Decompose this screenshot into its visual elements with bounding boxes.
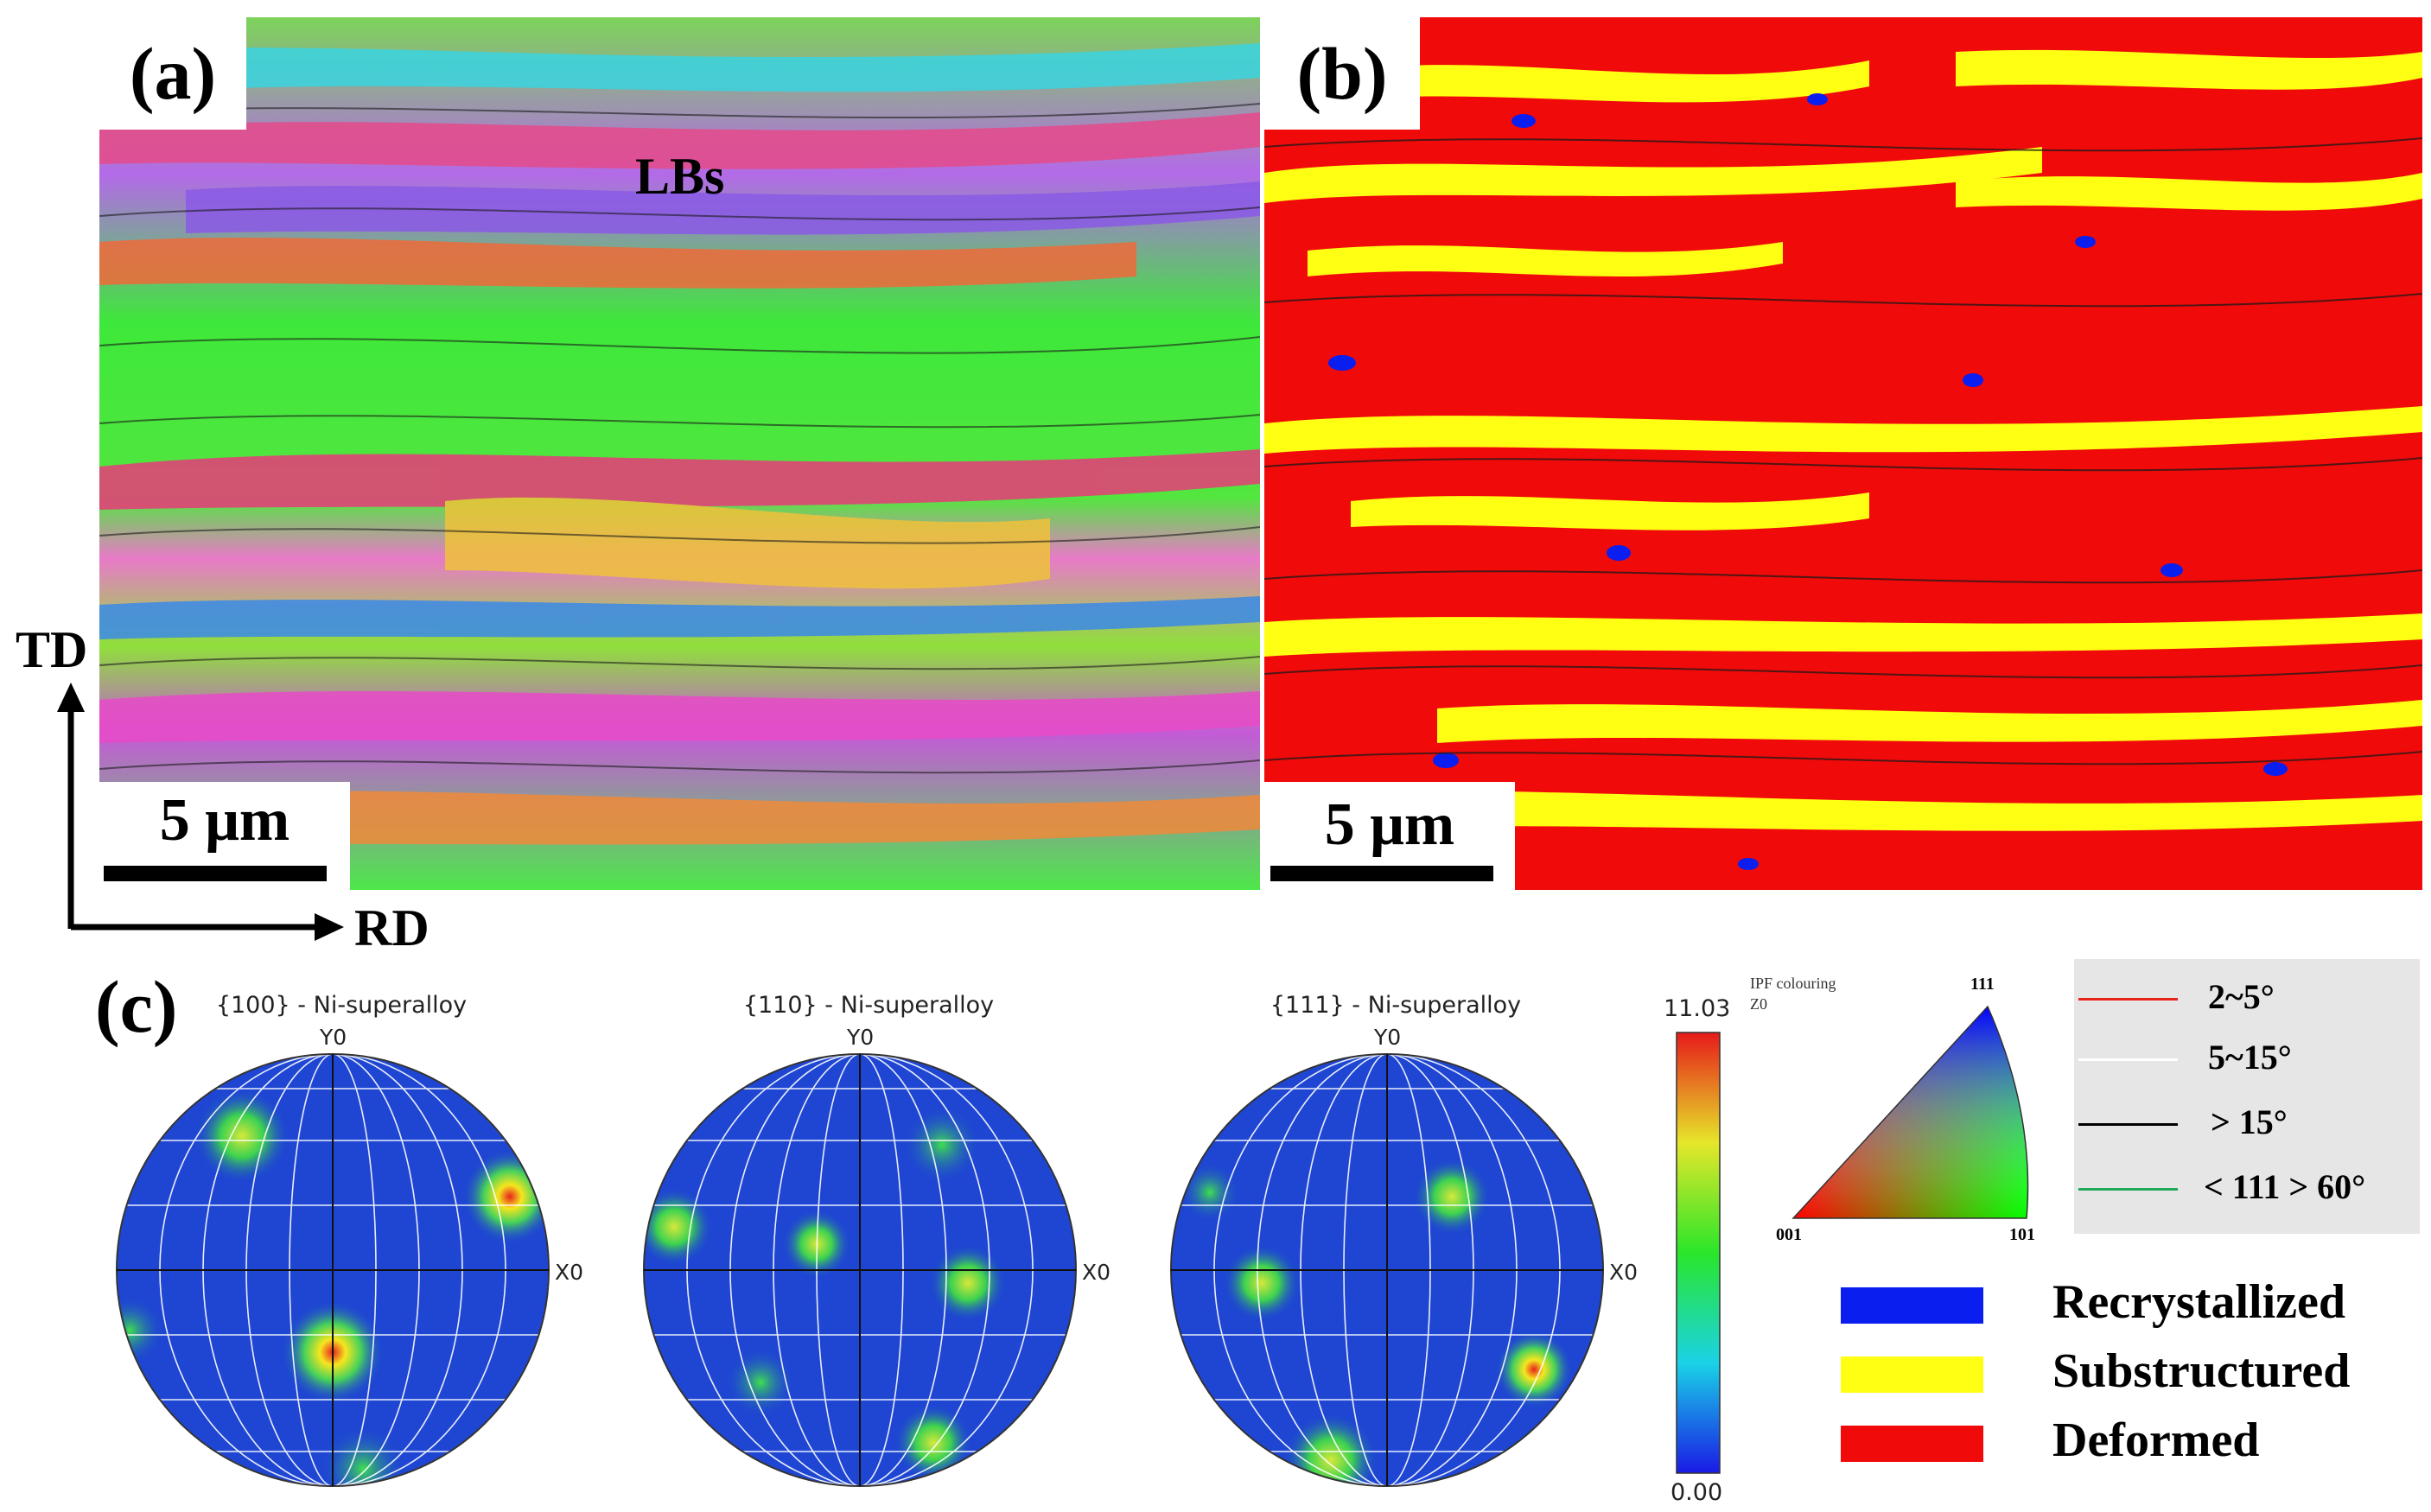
ipf-map-panel xyxy=(99,17,1261,890)
boundary-row: > 15° xyxy=(2074,1097,2420,1149)
ipf-key-top: 111 xyxy=(1970,975,1995,994)
grain-swatch xyxy=(1841,1287,1983,1324)
grain-map-panel xyxy=(1263,17,2423,890)
sample-axes-arrows xyxy=(57,683,344,941)
grain-label: Substructured xyxy=(2052,1344,2351,1398)
boundary-legend: 2~5° 5~15° > 15° < 111 > 60° xyxy=(2074,959,2420,1234)
scale-bar-b xyxy=(1270,866,1493,881)
grain-legend: Recrystallized Substructured Deformed xyxy=(1832,1270,2420,1486)
boundary-row: < 111 > 60° xyxy=(2074,1162,2420,1214)
grain-legend-row: Recrystallized xyxy=(1832,1270,2420,1335)
pf1-x-label: X0 xyxy=(555,1260,584,1285)
grain-label: Deformed xyxy=(2052,1414,2260,1467)
boundary-label: < 111 > 60° xyxy=(2204,1167,2366,1206)
pf2-title: {110} - Ni-superalloy xyxy=(742,992,995,1019)
pole-figure-100 xyxy=(116,1053,550,1487)
td-label: TD xyxy=(16,621,88,678)
ipf-key-subtitle: Z0 xyxy=(1750,995,1767,1013)
boundary-label: > 15° xyxy=(2211,1102,2288,1141)
panel-label-b: (b) xyxy=(1264,17,1420,130)
pf1-y-label: Y0 xyxy=(320,1025,347,1050)
ipf-key-title: IPF colouring xyxy=(1750,975,1836,992)
boundary-line xyxy=(2078,998,2178,1001)
pole-figure-111 xyxy=(1170,1053,1604,1487)
colorbar-max: 11.03 xyxy=(1664,995,1731,1022)
colorbar xyxy=(1676,1032,1721,1474)
pole-figure-110 xyxy=(643,1053,1077,1487)
ipf-triangle-key xyxy=(1791,1005,2029,1219)
grain-label: Recrystallized xyxy=(2052,1275,2345,1329)
pf3-x-label: X0 xyxy=(1609,1260,1639,1285)
colorbar-min: 0.00 xyxy=(1671,1479,1723,1506)
pf3-y-label: Y0 xyxy=(1374,1025,1402,1050)
grain-legend-row: Substructured xyxy=(1832,1339,2420,1404)
ipf-map-image xyxy=(99,17,1261,890)
boundary-row: 5~15° xyxy=(2074,1032,2420,1084)
ipf-key-right: 101 xyxy=(2009,1225,2035,1244)
pf2-x-label: X0 xyxy=(1082,1260,1111,1285)
boundary-row: 2~5° xyxy=(2074,972,2420,1024)
boundary-label: 5~15° xyxy=(2208,1038,2292,1077)
grain-legend-row: Deformed xyxy=(1832,1408,2420,1473)
rd-label: RD xyxy=(354,899,430,956)
boundary-label: 2~5° xyxy=(2208,977,2275,1016)
panel-label-a: (a) xyxy=(99,17,246,130)
boundary-line xyxy=(2078,1188,2178,1191)
scale-bar-a xyxy=(104,866,327,881)
panel-label-c: (c) xyxy=(95,965,178,1048)
ipf-key-left: 001 xyxy=(1776,1225,1802,1244)
grain-swatch xyxy=(1841,1356,1983,1393)
pf2-y-label: Y0 xyxy=(847,1025,875,1050)
pf3-title: {111} - Ni-superalloy xyxy=(1270,992,1522,1019)
grain-map-image xyxy=(1263,17,2423,890)
scale-text-b: 5 μm xyxy=(1324,791,1455,858)
boundary-line xyxy=(2078,1123,2178,1126)
lbs-annotation: LBs xyxy=(635,148,725,205)
pf1-title: {100} - Ni-superalloy xyxy=(215,992,468,1019)
boundary-line xyxy=(2078,1058,2178,1061)
scale-text-a: 5 μm xyxy=(159,787,290,854)
grain-swatch xyxy=(1841,1426,1983,1462)
